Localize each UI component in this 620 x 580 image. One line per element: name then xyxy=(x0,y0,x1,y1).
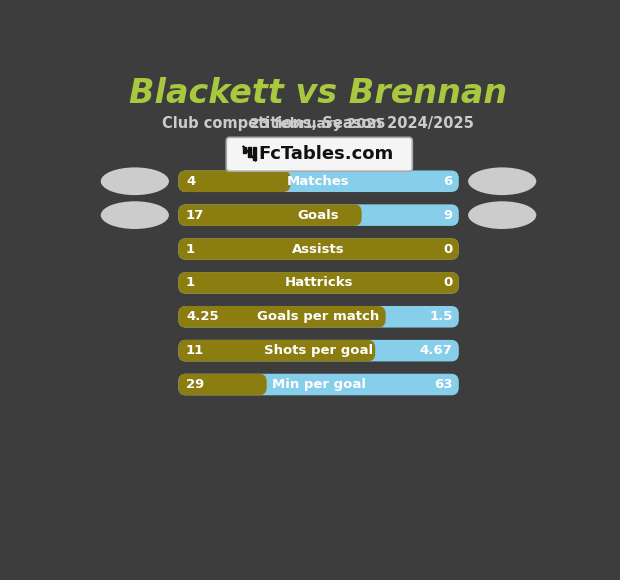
Text: Goals: Goals xyxy=(298,209,339,222)
Text: 63: 63 xyxy=(434,378,453,391)
FancyBboxPatch shape xyxy=(179,340,459,361)
FancyBboxPatch shape xyxy=(179,204,459,226)
Text: Blackett vs Brennan: Blackett vs Brennan xyxy=(129,77,507,110)
Text: 11: 11 xyxy=(186,344,204,357)
Text: Goals per match: Goals per match xyxy=(257,310,379,323)
Text: Min per goal: Min per goal xyxy=(272,378,366,391)
Text: 0: 0 xyxy=(443,277,453,289)
Text: Club competitions, Season 2024/2025: Club competitions, Season 2024/2025 xyxy=(162,116,474,131)
FancyBboxPatch shape xyxy=(179,272,459,293)
FancyBboxPatch shape xyxy=(179,171,459,192)
FancyBboxPatch shape xyxy=(179,204,361,226)
FancyBboxPatch shape xyxy=(179,306,386,328)
FancyBboxPatch shape xyxy=(179,340,375,361)
Text: 29: 29 xyxy=(186,378,204,391)
FancyBboxPatch shape xyxy=(179,374,459,396)
FancyBboxPatch shape xyxy=(226,137,412,171)
Text: 0: 0 xyxy=(443,242,453,256)
Text: 1.5: 1.5 xyxy=(429,310,453,323)
Ellipse shape xyxy=(100,201,169,229)
Bar xyxy=(253,147,255,161)
FancyBboxPatch shape xyxy=(179,171,290,192)
Ellipse shape xyxy=(468,168,536,195)
FancyBboxPatch shape xyxy=(179,238,459,260)
Ellipse shape xyxy=(100,168,169,195)
Text: Matches: Matches xyxy=(287,175,350,188)
Bar xyxy=(248,147,251,157)
FancyBboxPatch shape xyxy=(179,238,459,260)
Text: Shots per goal: Shots per goal xyxy=(264,344,373,357)
Text: 4.25: 4.25 xyxy=(186,310,219,323)
Text: Assists: Assists xyxy=(292,242,345,256)
Text: 6: 6 xyxy=(443,175,453,188)
Text: 4: 4 xyxy=(186,175,195,188)
Text: 23 february 2025: 23 february 2025 xyxy=(250,117,386,130)
Text: 17: 17 xyxy=(186,209,204,222)
FancyBboxPatch shape xyxy=(179,374,267,396)
Text: 1: 1 xyxy=(186,242,195,256)
Text: 4.67: 4.67 xyxy=(420,344,453,357)
Text: 9: 9 xyxy=(443,209,453,222)
Bar xyxy=(243,147,246,153)
Text: Hattricks: Hattricks xyxy=(285,277,353,289)
Text: 1: 1 xyxy=(186,277,195,289)
FancyBboxPatch shape xyxy=(179,306,459,328)
Ellipse shape xyxy=(468,201,536,229)
Text: FcTables.com: FcTables.com xyxy=(258,146,393,164)
FancyBboxPatch shape xyxy=(179,272,459,293)
